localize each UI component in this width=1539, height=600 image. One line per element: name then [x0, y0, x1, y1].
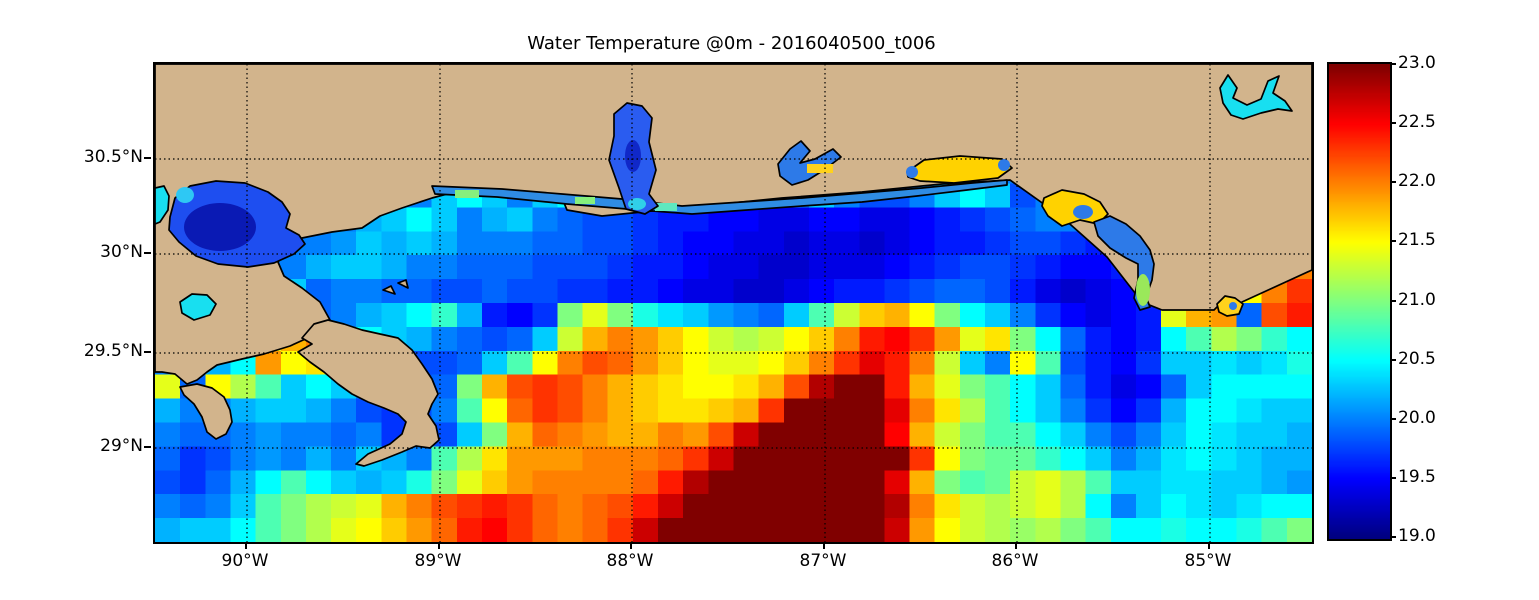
coastal-bay-green-patch: [1136, 274, 1150, 306]
x-axis-tick-label: 87°W: [799, 551, 847, 571]
colorbar-tick-label: 19.0: [1398, 526, 1436, 546]
small-lake: [179, 293, 217, 321]
sound-green-patch-3: [655, 203, 677, 211]
islet-2: [397, 279, 409, 289]
y-axis-tick-mark: [144, 351, 151, 353]
islet-1: [382, 285, 396, 295]
land-coastline-overlay: [155, 64, 1312, 467]
pensacola-yellow-patch: [807, 164, 833, 173]
colorbar-tick-mark: [1390, 476, 1396, 479]
x-axis-tick-label: 85°W: [1184, 551, 1232, 571]
chart-title: Water Temperature @0m - 2016040500_t006: [527, 33, 936, 54]
colorbar-tick-mark: [1390, 358, 1396, 361]
colorbar-tick-mark: [1390, 181, 1396, 184]
colorbar-tick-label: 22.5: [1398, 112, 1436, 133]
x-axis-tick-label: 90°W: [221, 551, 269, 571]
colorbar-tick-mark: [1390, 536, 1396, 538]
colorbar-tick-mark: [1390, 240, 1396, 243]
colorbar-tick-label: 21.5: [1398, 230, 1436, 251]
colorbar-tick-label: 21.0: [1398, 289, 1436, 310]
sound-green-patch-2: [575, 197, 595, 204]
mobile-bay-mouth: [628, 198, 646, 210]
colorbar-tick-label: 19.5: [1398, 466, 1436, 487]
graticule-gridlines: [155, 64, 1312, 542]
marsh-wedge: [179, 383, 233, 440]
map-plot-area: [153, 62, 1314, 544]
x-axis-tick-mark: [630, 542, 632, 549]
colorbar: [1327, 62, 1392, 541]
choctawhatchee-west-blue: [906, 166, 918, 178]
sound-green-patch-1: [455, 190, 479, 198]
x-axis-tick-label: 89°W: [414, 551, 462, 571]
colorbar-tick-mark: [1390, 122, 1396, 125]
y-axis-tick-mark: [144, 157, 151, 159]
colorbar-tick-mark: [1390, 63, 1396, 65]
y-axis-tick-label: 30.5°N: [83, 147, 143, 167]
inland-bay-northeast: [1219, 74, 1293, 120]
pontchartrain-cyan-patch: [176, 187, 194, 203]
colorbar-tick-label: 20.0: [1398, 407, 1436, 428]
pontchartrain-cold-core: [184, 203, 256, 251]
y-axis-tick-label: 30°N: [100, 242, 143, 262]
x-axis-tick-label: 86°W: [991, 551, 1039, 571]
y-axis-tick-mark: [144, 446, 151, 448]
x-axis-tick-mark: [1015, 542, 1017, 549]
x-axis-tick-mark: [1208, 542, 1210, 549]
y-axis-tick-label: 29°N: [100, 436, 143, 456]
x-axis-tick-label: 88°W: [606, 551, 654, 571]
colorbar-tick-mark: [1390, 299, 1396, 302]
edge-lagoon: [155, 185, 170, 225]
x-axis-tick-mark: [245, 542, 247, 549]
colorbar-tick-label: 22.0: [1398, 171, 1436, 192]
colorbar-gradient-canvas: [1329, 64, 1390, 539]
shore-inlet-blue: [1229, 302, 1237, 310]
colorbar-tick-mark: [1390, 417, 1396, 420]
x-axis-tick-mark: [438, 542, 440, 549]
choctawhatchee-east-blue: [998, 159, 1010, 171]
coastal-bay-yellow-blue-patch: [1073, 205, 1093, 219]
pensacola-bay: [777, 140, 842, 186]
x-axis-tick-mark: [823, 542, 825, 549]
mobile-bay-core: [625, 140, 641, 172]
y-axis-tick-label: 29.5°N: [83, 341, 143, 361]
colorbar-tick-label: 20.5: [1398, 348, 1436, 369]
colorbar-tick-label: 23.0: [1398, 53, 1436, 73]
choctawhatchee-bay: [906, 155, 1013, 184]
y-axis-tick-mark: [144, 252, 151, 254]
